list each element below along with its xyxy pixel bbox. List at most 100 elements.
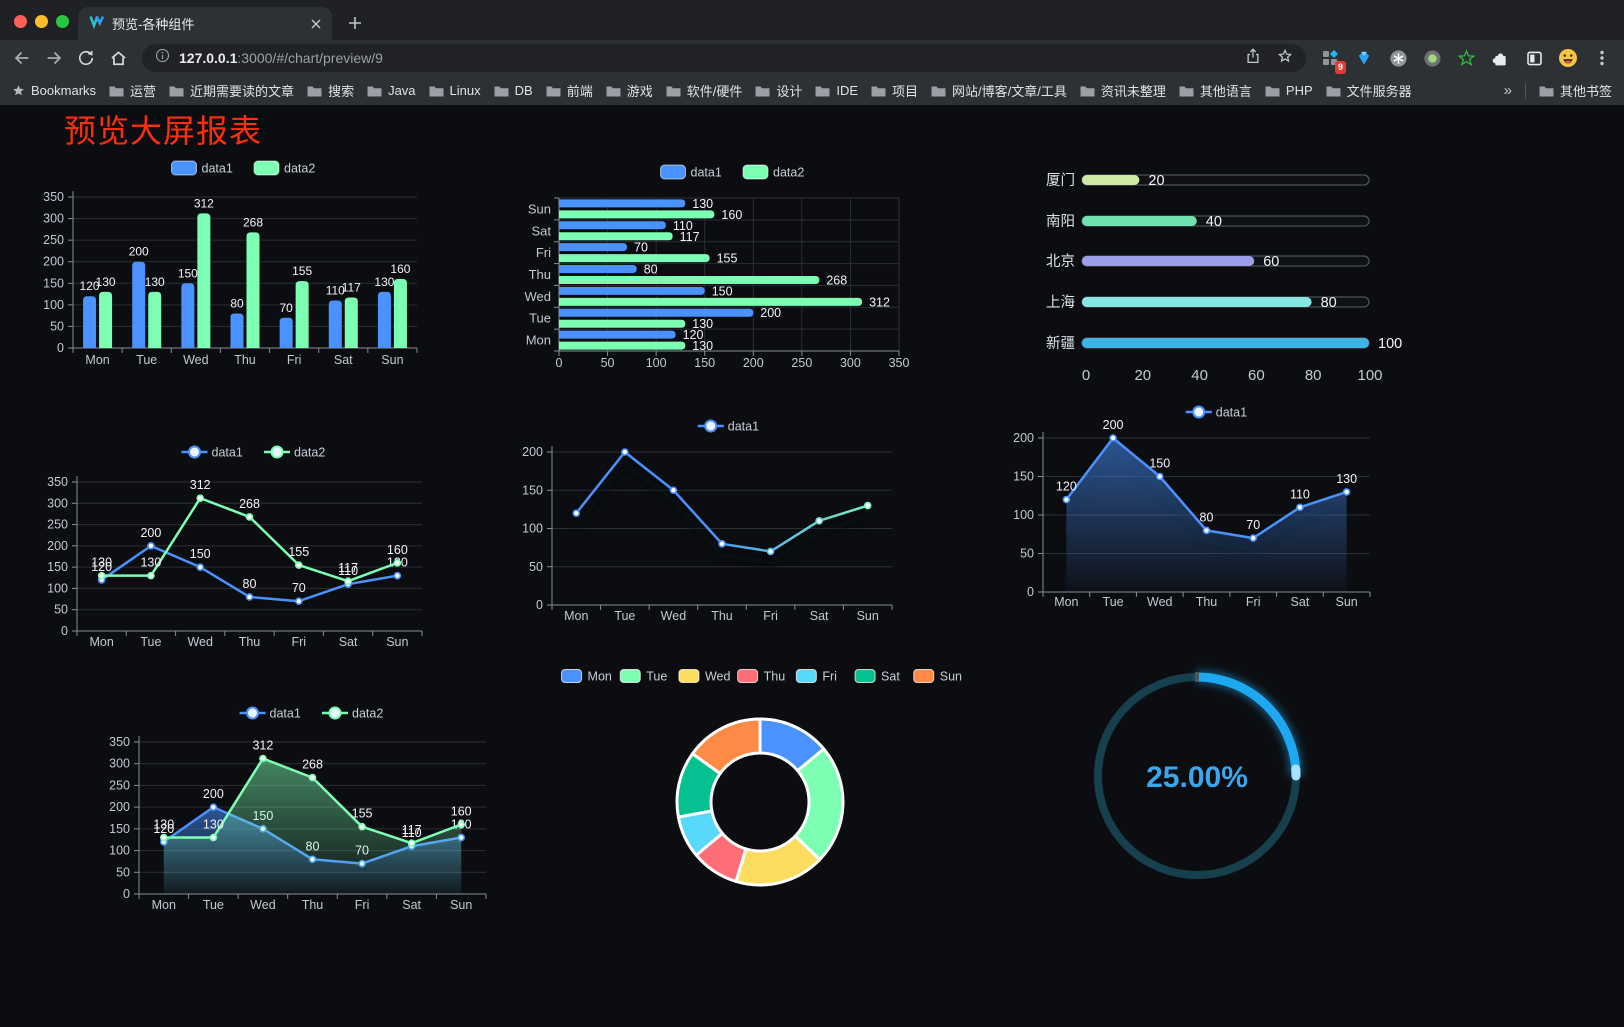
bookmark-folder-5[interactable]: DB — [494, 83, 533, 98]
svg-text:100: 100 — [1013, 508, 1034, 522]
bookmark-folder-7[interactable]: 游戏 — [606, 81, 653, 100]
folder-icon — [1265, 86, 1280, 96]
svg-text:200: 200 — [203, 787, 224, 801]
svg-text:Sat: Sat — [1291, 595, 1310, 609]
two-series-area-chart-legend[interactable]: data1 data2 — [239, 706, 384, 721]
svg-text:160: 160 — [390, 262, 410, 276]
browser-menu-icon[interactable] — [1590, 46, 1614, 70]
svg-text:data2: data2 — [773, 166, 804, 180]
bookmark-folder-12-label: 网站/博客/文章/工具 — [952, 84, 1067, 99]
bookmark-folder-3[interactable]: Java — [367, 83, 416, 98]
bookmark-folder-2[interactable]: 搜索 — [307, 81, 354, 100]
svg-text:120: 120 — [91, 560, 112, 574]
bookmark-folder-10[interactable]: IDE — [815, 83, 858, 98]
folder-icon — [429, 86, 444, 96]
svg-text:80: 80 — [1305, 367, 1322, 384]
svg-text:Tue: Tue — [614, 609, 635, 623]
extension-grid-icon[interactable]: 9 — [1318, 46, 1346, 74]
single-area-chart: data1 0 50 100 150 200 Mon Tue Wed Thu Fri Sat Sun 12… — [1013, 405, 1371, 609]
svg-text:Mon: Mon — [588, 670, 612, 684]
svg-text:Mon: Mon — [1054, 595, 1078, 609]
svg-text:data2: data2 — [294, 446, 325, 460]
svg-text:100: 100 — [1357, 367, 1382, 384]
svg-text:130: 130 — [145, 275, 165, 289]
svg-text:200: 200 — [140, 526, 161, 540]
svg-text:70: 70 — [279, 301, 293, 315]
svg-text:Thu: Thu — [529, 267, 551, 282]
site-info-icon[interactable] — [154, 47, 171, 69]
svg-text:Fri: Fri — [536, 245, 551, 260]
bookmark-folder-2-label: 搜索 — [328, 84, 355, 99]
bookmark-folder-0[interactable]: 运营 — [109, 81, 156, 100]
bookmark-folder-11[interactable]: 项目 — [871, 81, 918, 100]
bookmarks-item[interactable]: Bookmarks — [12, 83, 96, 98]
svg-text:130: 130 — [153, 818, 174, 832]
tab-close-icon[interactable] — [310, 18, 322, 30]
share-icon[interactable] — [1244, 47, 1262, 70]
extensions-puzzle-icon[interactable] — [1488, 46, 1512, 70]
svg-text:Sat: Sat — [402, 898, 421, 912]
svg-text:data1: data1 — [202, 162, 233, 176]
forward-button[interactable] — [38, 42, 70, 74]
close-window-button[interactable] — [14, 15, 27, 28]
svg-text:Wed: Wed — [187, 635, 213, 649]
bookmark-folder-14-label: 其他语言 — [1199, 84, 1252, 99]
bookmark-folder-16[interactable]: 文件服务器 — [1326, 81, 1412, 100]
folder-icon — [1539, 86, 1554, 96]
extension-green-star-icon[interactable] — [1454, 46, 1478, 70]
extension-gem-icon[interactable] — [1352, 46, 1376, 70]
reload-button[interactable] — [70, 42, 102, 74]
url-text[interactable]: 127.0.0.1:3000/#/chart/preview/9 — [179, 50, 383, 66]
bookmark-folder-9[interactable]: 设计 — [755, 81, 802, 100]
two-series-line-chart-legend[interactable]: data1 data2 — [181, 445, 326, 460]
svg-text:130: 130 — [374, 275, 394, 289]
svg-text:南阳: 南阳 — [1046, 213, 1075, 230]
new-tab-button[interactable] — [340, 8, 370, 38]
extension-badge: 9 — [1334, 61, 1346, 74]
other-bookmarks-folder[interactable]: 其他书签 — [1539, 81, 1612, 100]
bookmarks-overflow-chevron[interactable]: » — [1504, 82, 1512, 99]
bookmark-folder-8[interactable]: 软件/硬件 — [666, 81, 742, 100]
bookmark-folder-4[interactable]: Linux — [429, 83, 481, 98]
single-area-chart-legend[interactable]: data1 — [1185, 405, 1247, 420]
svg-text:0: 0 — [61, 624, 68, 638]
browser-tab[interactable]: 预览-各种组件 — [78, 7, 332, 40]
svg-text:data1: data1 — [691, 166, 722, 180]
svg-text:250: 250 — [791, 356, 812, 370]
bookmark-folder-14[interactable]: 其他语言 — [1179, 81, 1252, 100]
svg-text:80: 80 — [243, 577, 257, 591]
svg-text:Tue: Tue — [529, 311, 551, 326]
sidebar-panel-icon[interactable] — [1522, 46, 1546, 70]
bookmark-folder-13[interactable]: 资讯未整理 — [1080, 81, 1166, 100]
bookmark-folder-1[interactable]: 近期需要读的文章 — [169, 81, 294, 100]
extension-dot-circle-icon[interactable] — [1420, 46, 1444, 70]
donut-chart-legend[interactable]: Mon Tue Wed Thu Fri Sat Sun — [561, 669, 962, 684]
svg-text:250: 250 — [47, 518, 68, 532]
emoji-face-icon[interactable] — [1556, 46, 1580, 70]
svg-text:155: 155 — [717, 252, 738, 266]
grouped-bar-chart-legend[interactable]: data1 data2 — [171, 160, 316, 176]
svg-text:新疆: 新疆 — [1046, 335, 1075, 352]
svg-text:50: 50 — [1020, 547, 1034, 561]
address-bar[interactable]: 127.0.0.1:3000/#/chart/preview/9 — [142, 44, 1306, 72]
svg-text:100: 100 — [43, 298, 64, 312]
tab-favicon-icon — [88, 13, 105, 34]
bookmark-star-icon[interactable] — [1276, 47, 1294, 70]
back-button[interactable] — [6, 42, 38, 74]
svg-text:100: 100 — [109, 844, 130, 858]
bookmark-folder-6[interactable]: 前端 — [546, 81, 593, 100]
minimize-window-button[interactable] — [35, 15, 48, 28]
home-button[interactable] — [102, 42, 134, 74]
svg-text:Tue: Tue — [136, 353, 157, 367]
extension-asterisk-icon[interactable] — [1386, 46, 1410, 70]
bookmark-folder-12[interactable]: 网站/博客/文章/工具 — [931, 81, 1067, 100]
bookmark-folder-7-label: 游戏 — [626, 84, 653, 99]
horizontal-bar-chart-legend[interactable]: data1 data2 — [660, 164, 805, 180]
folder-icon — [606, 86, 621, 96]
folder-icon — [169, 86, 184, 96]
gradient-line-chart-legend[interactable]: data1 — [697, 419, 759, 434]
bookmark-folder-15[interactable]: PHP — [1265, 83, 1313, 98]
svg-text:100: 100 — [47, 581, 68, 595]
bookmark-folder-4-label: Linux — [449, 83, 481, 98]
zoom-window-button[interactable] — [56, 15, 69, 28]
